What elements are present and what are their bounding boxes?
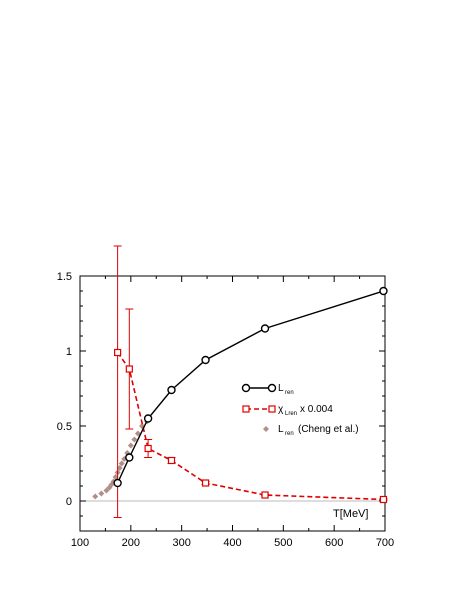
plot-frame — [79, 275, 386, 532]
x-tick-label: 200 — [122, 537, 140, 549]
legend-cheng-marker — [263, 426, 269, 432]
y-tick-label: 0 — [66, 496, 72, 508]
chi-square-point — [114, 348, 122, 357]
legend-lren-marker — [241, 383, 251, 393]
x-axis-label: T[MeV] — [333, 508, 368, 520]
y-tick-label: 1.5 — [57, 271, 72, 283]
cheng-diamond-point — [131, 436, 138, 443]
lren-circle-point — [125, 453, 134, 462]
legend-lren-sub: ren — [285, 390, 294, 396]
x-tick-label: 600 — [325, 537, 343, 549]
cheng-diamond-point — [98, 490, 105, 497]
y-tick-labels: 0 0.5 1 1.5 — [57, 271, 72, 508]
x-tick-label: 400 — [223, 537, 241, 549]
legend-chi-sub: Lren — [285, 411, 297, 417]
legend-cheng-label: L — [278, 424, 284, 435]
x-tick-label: 300 — [172, 537, 190, 549]
legend-cheng-suffix: (Cheng et al.) — [298, 424, 359, 435]
legend-chi-marker — [242, 405, 250, 413]
plot-frame-group — [79, 275, 386, 532]
lren-circle-point — [167, 385, 176, 395]
x-tick-labels: 100 200 300 400 500 600 700 — [71, 537, 394, 549]
cheng-diamond-point — [92, 493, 99, 500]
y-tick-label: 1 — [66, 346, 72, 358]
lren-circle-point — [379, 286, 388, 296]
lren-circle-point — [113, 478, 122, 488]
y-tick-label: 0.5 — [57, 421, 72, 433]
chi-square-point — [261, 491, 269, 499]
cheng-diamond-point — [103, 487, 110, 494]
legend-chi-marker — [268, 405, 276, 413]
axis-ticks — [79, 275, 386, 531]
legend-lren-label: L — [278, 383, 284, 394]
lren-circle-point — [201, 355, 210, 365]
chi-square-point — [201, 479, 210, 487]
chi-square-point — [379, 495, 388, 504]
legend-chi-label: χ — [278, 404, 284, 415]
legend-chi-suffix: x 0.004 — [300, 404, 333, 415]
x-tick-label: 500 — [274, 537, 292, 549]
x-tick-label: 700 — [376, 537, 394, 549]
chi-square-point — [125, 365, 133, 373]
series-layer — [92, 245, 388, 518]
cheng-diamond-point — [118, 460, 125, 467]
cheng-diamond-point — [127, 442, 134, 449]
cheng-diamond-point — [112, 474, 119, 480]
cheng-diamond-point — [116, 465, 123, 471]
lren-circle-point — [143, 414, 153, 423]
legend-lren-marker — [267, 383, 277, 393]
lren-circle-point — [260, 324, 270, 333]
legend-cheng-sub: ren — [285, 431, 294, 437]
chi-square-point — [167, 456, 176, 465]
x-tick-label: 100 — [71, 537, 89, 549]
chi-square-point — [144, 444, 152, 453]
